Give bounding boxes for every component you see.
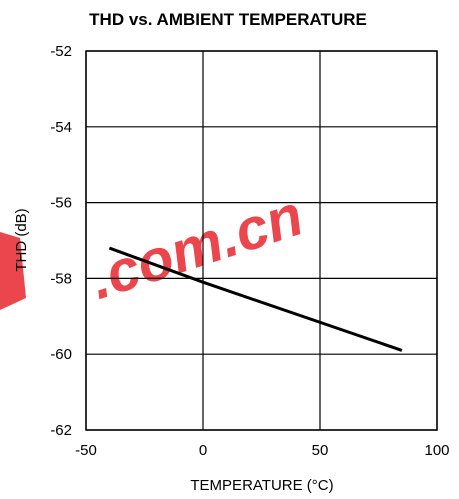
series-line-0 bbox=[108, 246, 403, 352]
plot-frame bbox=[85, 50, 438, 431]
x-tick-label: -50 bbox=[75, 442, 97, 459]
x-axis-label: TEMPERATURE (°C) bbox=[190, 477, 333, 494]
watermark: .com.cn bbox=[0, 182, 311, 312]
y-tick-label: -58 bbox=[50, 270, 72, 287]
watermark-shape bbox=[0, 232, 26, 310]
y-axis-label: THD (dB) bbox=[13, 208, 30, 271]
series-layer bbox=[108, 246, 403, 352]
y-tick-label: -54 bbox=[50, 119, 72, 136]
x-tick-labels: -50 0 50 100 bbox=[75, 442, 449, 459]
y-tick-labels: -52 -54 -56 -58 -60 -62 bbox=[50, 43, 72, 439]
x-tick-label: 100 bbox=[424, 442, 449, 459]
x-tick-label: 0 bbox=[199, 442, 207, 459]
x-tick-label: 50 bbox=[312, 442, 329, 459]
y-tick-label: -62 bbox=[50, 422, 72, 439]
y-tick-label: -60 bbox=[50, 346, 72, 363]
y-tick-label: -56 bbox=[50, 195, 72, 212]
watermark-text: .com.cn bbox=[82, 182, 311, 312]
chart-title: THD vs. AMBIENT TEMPERATURE bbox=[89, 10, 367, 29]
y-tick-label: -52 bbox=[50, 43, 72, 60]
